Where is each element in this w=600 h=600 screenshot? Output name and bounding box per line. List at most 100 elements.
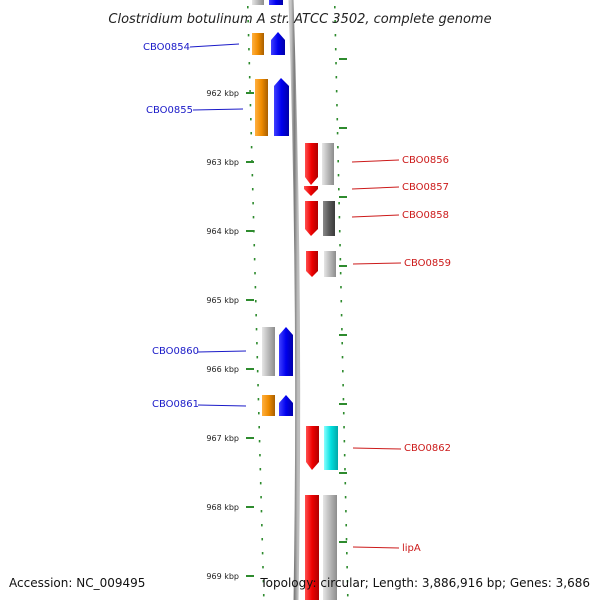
label-lipa[interactable]: lipA: [402, 543, 421, 554]
rail-dot: [254, 300, 257, 303]
rail-dot: [261, 524, 263, 527]
cog-box-lipa[interactable]: [323, 495, 337, 600]
cog-box-cbo0861[interactable]: [262, 395, 275, 416]
rail-dot: [346, 566, 348, 569]
label-cbo0860[interactable]: CBO0860: [152, 346, 199, 357]
rail-dot: [257, 384, 259, 387]
rail-dot: [259, 482, 262, 485]
rail-dot: [337, 174, 340, 177]
rail-dot: [342, 370, 344, 373]
cds-arrow-lipa[interactable]: [305, 495, 319, 600]
label-cbo0858[interactable]: CBO0858: [402, 210, 449, 221]
rail-dot: [341, 356, 344, 359]
leader-cbo0858: [351, 214, 400, 218]
rail-dot: [259, 454, 261, 457]
rail-dot: [338, 230, 341, 233]
rail-dot: [343, 426, 345, 429]
rail-dot: [336, 132, 339, 135]
rail-dot: [342, 398, 345, 401]
tick-rails: [247, 6, 349, 597]
rail-dot: [339, 258, 342, 261]
rail-dot: [248, 48, 250, 51]
rail-dot: [345, 538, 348, 541]
rail-dot: [251, 174, 254, 177]
rail-dot: [336, 104, 338, 107]
rail-dot: [258, 440, 261, 443]
cds-arrow-partial-top: [269, 0, 283, 5]
rail-dot: [340, 300, 343, 303]
label-cbo0859[interactable]: CBO0859: [404, 258, 451, 269]
rail-dot: [339, 244, 341, 247]
rail-dot: [254, 286, 257, 289]
rail-dot: [341, 328, 343, 331]
rail-dot: [260, 510, 263, 513]
leader-cbo0854: [189, 43, 240, 48]
rail-dot: [346, 580, 349, 583]
rail-dot: [344, 496, 347, 499]
rail-dot: [255, 328, 258, 331]
rail-dot: [336, 118, 339, 121]
rail-dot: [247, 34, 250, 37]
rail-dot: [253, 244, 256, 247]
kbp-tick-label: 966 kbp: [206, 365, 239, 374]
rail-dot: [259, 468, 262, 471]
cds-arrow-cbo0862[interactable]: [306, 426, 319, 470]
label-cbo0861[interactable]: CBO0861: [152, 399, 199, 410]
rail-dot: [339, 272, 342, 275]
rail-dot: [342, 384, 344, 387]
rail-dot: [260, 496, 262, 499]
leader-lipa: [352, 546, 400, 549]
label-cbo0857[interactable]: CBO0857: [402, 182, 449, 193]
cog-box-cbo0858[interactable]: [323, 201, 335, 236]
kbp-tick-label: 963 kbp: [206, 158, 239, 167]
leader-cbo0861: [197, 404, 247, 407]
rail-dot: [334, 20, 336, 23]
leader-cbo0855: [192, 108, 244, 111]
rail-dot: [335, 62, 337, 65]
rail-dot: [344, 482, 347, 485]
rail-dot: [252, 216, 255, 219]
cds-arrow-cbo0856[interactable]: [305, 143, 318, 185]
cog-box-cbo0854[interactable]: [252, 33, 264, 55]
rail-dot: [345, 510, 347, 513]
rail-dot: [334, 6, 336, 9]
cds-arrow-cbo0855[interactable]: [274, 78, 289, 136]
rail-dot: [248, 76, 251, 79]
cds-arrow-cbo0860[interactable]: [279, 327, 293, 376]
rail-dot: [257, 398, 260, 401]
rail-dot: [346, 552, 348, 555]
leader-cbo0859: [352, 262, 402, 265]
cog-box-cbo0855[interactable]: [255, 79, 268, 136]
leader-cbo0857: [351, 186, 400, 190]
label-cbo0862[interactable]: CBO0862: [404, 443, 451, 454]
rail-dot: [334, 48, 337, 51]
rail-dot: [250, 146, 253, 149]
cog-box-cbo0856[interactable]: [322, 143, 334, 185]
cds-arrow-cbo0861[interactable]: [279, 395, 293, 416]
cds-arrow-cbo0857[interactable]: [304, 186, 318, 196]
leader-cbo0856: [351, 159, 400, 163]
rail-dot: [342, 412, 345, 415]
rail-dot: [335, 76, 338, 79]
rail-dot: [248, 62, 251, 65]
rail-dot: [343, 440, 346, 443]
rail-dot: [249, 104, 252, 107]
cds-arrow-cbo0859[interactable]: [306, 251, 318, 277]
rail-dot: [335, 90, 338, 93]
rail-dot: [247, 6, 249, 9]
rail-dot: [340, 286, 342, 289]
cog-box-cbo0859[interactable]: [324, 251, 336, 277]
label-cbo0854[interactable]: CBO0854: [143, 42, 190, 53]
label-cbo0855[interactable]: CBO0855: [146, 105, 193, 116]
cds-arrow-cbo0854[interactable]: [271, 32, 285, 55]
rail-dot: [250, 132, 253, 135]
rail-dot: [341, 342, 344, 345]
kbp-tick-label: 968 kbp: [206, 503, 239, 512]
rail-dot: [338, 188, 340, 191]
cog-box-cbo0862[interactable]: [324, 426, 338, 470]
label-cbo0856[interactable]: CBO0856: [402, 155, 449, 166]
cog-box-cbo0860[interactable]: [262, 327, 275, 376]
cds-arrow-cbo0858[interactable]: [305, 201, 318, 236]
